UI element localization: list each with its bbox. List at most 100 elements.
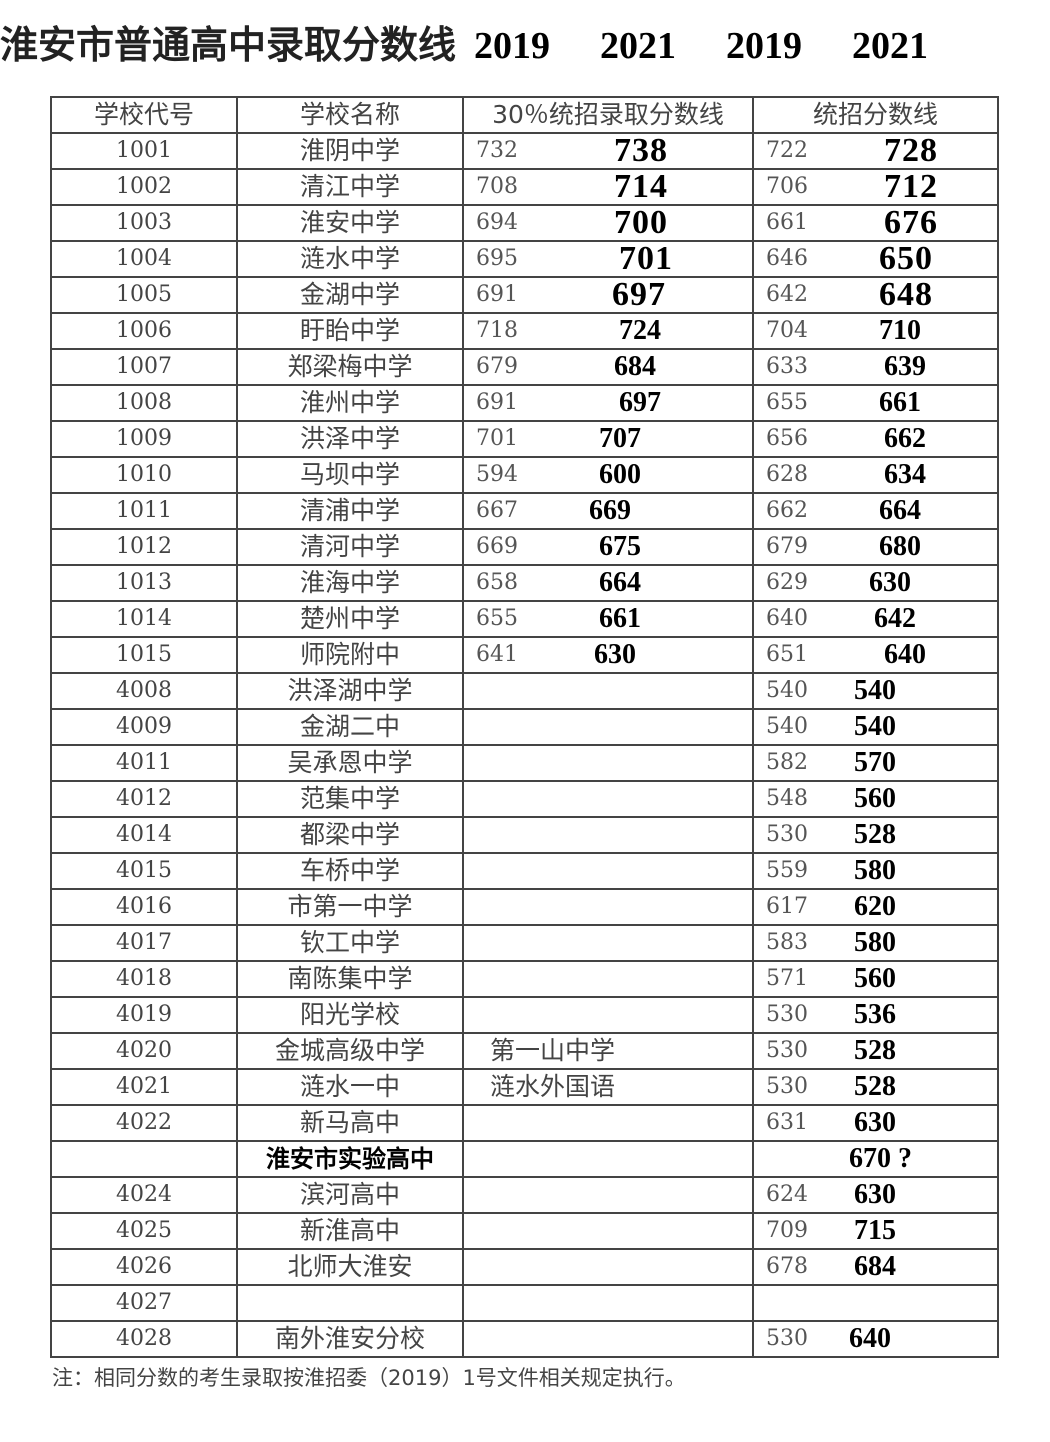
score-2021: 580 xyxy=(854,855,896,886)
school-code: 4009 xyxy=(50,708,238,746)
school-name: 北师大淮安 xyxy=(236,1248,464,1286)
cell-30pct xyxy=(462,708,754,746)
score-2021: 630 xyxy=(854,1107,896,1138)
school-name: 市第一中学 xyxy=(236,888,464,926)
score-2019: 583 xyxy=(766,930,808,955)
school-code: 1008 xyxy=(50,384,238,422)
cell-general: 706 712 xyxy=(752,168,999,206)
score-2021: 707 xyxy=(599,423,641,454)
cell-general: 651 640 xyxy=(752,636,999,674)
score-2021: 728 xyxy=(884,132,938,169)
school-code: 1003 xyxy=(50,204,238,242)
cell-30pct: 691 697 xyxy=(462,276,754,314)
score-2019: 662 xyxy=(766,498,808,523)
cell-30pct xyxy=(462,1176,754,1214)
table-row: 1015 师院附中 641 630 651 640 xyxy=(50,636,999,674)
school-code: 1012 xyxy=(50,528,238,566)
school-code: 4014 xyxy=(50,816,238,854)
score-2021: 669 xyxy=(589,495,631,526)
school-name: 淮安中学 xyxy=(236,204,464,242)
table-row: 1002 清江中学 708 714 706 712 xyxy=(50,168,999,206)
school-code: 4008 xyxy=(50,672,238,710)
score-2021: 580 xyxy=(854,927,896,958)
cell-general: 582 570 xyxy=(752,744,999,782)
cell-30pct: 695 701 xyxy=(462,240,754,278)
score-2021: 661 xyxy=(879,387,921,418)
table-row: 4008 洪泽湖中学 540 540 xyxy=(50,672,999,710)
score-2019: 704 xyxy=(766,318,808,343)
cell-30pct xyxy=(462,780,754,818)
table-wrapper: 学校代号 学校名称 30％统招录取分数线 统招分数线 1001 淮阴中学 732… xyxy=(50,96,999,1392)
table-row: 4025 新淮高中 709 715 xyxy=(50,1212,999,1250)
table-row: 1009 洪泽中学 701 707 656 662 xyxy=(50,420,999,458)
table-row: 1012 清河中学 669 675 679 680 xyxy=(50,528,999,566)
score-2019: 706 xyxy=(766,174,808,199)
score-table: 学校代号 学校名称 30％统招录取分数线 统招分数线 1001 淮阴中学 732… xyxy=(50,96,999,1358)
header-row: 学校代号 学校名称 30％统招录取分数线 统招分数线 xyxy=(50,96,999,134)
cell-general: 540 540 xyxy=(752,708,999,746)
cell-30pct: 694 700 xyxy=(462,204,754,242)
score-2019: 679 xyxy=(476,354,518,379)
school-name: 范集中学 xyxy=(236,780,464,818)
score-2021: 710 xyxy=(879,315,921,346)
school-name: 郑梁梅中学 xyxy=(236,348,464,386)
table-row: 1014 楚州中学 655 661 640 642 xyxy=(50,600,999,638)
score-2019: 655 xyxy=(766,390,808,415)
score-2019: 691 xyxy=(476,282,518,307)
school-name: 师院附中 xyxy=(236,636,464,674)
cell-general: 559 580 xyxy=(752,852,999,890)
table-row: 4027 xyxy=(50,1284,999,1322)
score-2019: 530 xyxy=(766,822,808,847)
score-2021: 676 xyxy=(884,204,938,241)
score-2021: 620 xyxy=(854,891,896,922)
school-code: 1006 xyxy=(50,312,238,350)
year-label: 2019 xyxy=(474,25,551,67)
score-2021: 684 xyxy=(614,351,656,382)
page-header: 淮安市普通高中录取分数线 2019 2021 2019 2021 xyxy=(0,22,978,69)
table-row: 4020 金城高级中学 第一山中学 530 528 xyxy=(50,1032,999,1070)
score-2021: 664 xyxy=(879,495,921,526)
score-2021: 540 xyxy=(854,711,896,742)
table-row: 1001 淮阴中学 732 738 722 728 xyxy=(50,132,999,170)
cell-general: 540 540 xyxy=(752,672,999,710)
cell-30pct: 641 630 xyxy=(462,636,754,674)
school-code: 4020 xyxy=(50,1032,238,1070)
header-name: 学校名称 xyxy=(236,96,464,134)
score-2019: 571 xyxy=(766,966,808,991)
score-2021: 639 xyxy=(884,351,926,382)
score-2021: 680 xyxy=(879,531,921,562)
score-2019: 701 xyxy=(476,426,518,451)
score-2021: 536 xyxy=(854,999,896,1030)
cell-general: 662 664 xyxy=(752,492,999,530)
cell-30pct xyxy=(462,852,754,890)
school-name: 洪泽湖中学 xyxy=(236,672,464,710)
school-name: 新淮高中 xyxy=(236,1212,464,1250)
school-code: 4026 xyxy=(50,1248,238,1286)
score-2019: 594 xyxy=(476,462,518,487)
score-2019: 530 xyxy=(766,1002,808,1027)
score-2019: 624 xyxy=(766,1182,808,1207)
cell-30pct: 594 600 xyxy=(462,456,754,494)
cell-general: 624 630 xyxy=(752,1176,999,1214)
table-row: 4012 范集中学 548 560 xyxy=(50,780,999,818)
school-name: 清浦中学 xyxy=(236,492,464,530)
score-2021: 714 xyxy=(614,168,668,205)
cell-30pct: 732 738 xyxy=(462,132,754,170)
score-2019: 718 xyxy=(476,318,518,343)
score-2019: 669 xyxy=(476,534,518,559)
score-2019: 629 xyxy=(766,570,808,595)
school-name: 楚州中学 xyxy=(236,600,464,638)
table-row: 4022 新马高中 631 630 xyxy=(50,1104,999,1142)
cell-general: 704 710 xyxy=(752,312,999,350)
school-code: 1007 xyxy=(50,348,238,386)
cell-general: 583 580 xyxy=(752,924,999,962)
score-2019: 646 xyxy=(766,246,808,271)
page-title: 淮安市普通高中录取分数线 xyxy=(0,22,457,67)
score-2019: 722 xyxy=(766,138,808,163)
school-name: 涟水中学 xyxy=(236,240,464,278)
school-code: 1009 xyxy=(50,420,238,458)
school-name: 清江中学 xyxy=(236,168,464,206)
table-row: 1013 淮海中学 658 664 629 630 xyxy=(50,564,999,602)
score-2019: 695 xyxy=(476,246,518,271)
cell-general: 655 661 xyxy=(752,384,999,422)
